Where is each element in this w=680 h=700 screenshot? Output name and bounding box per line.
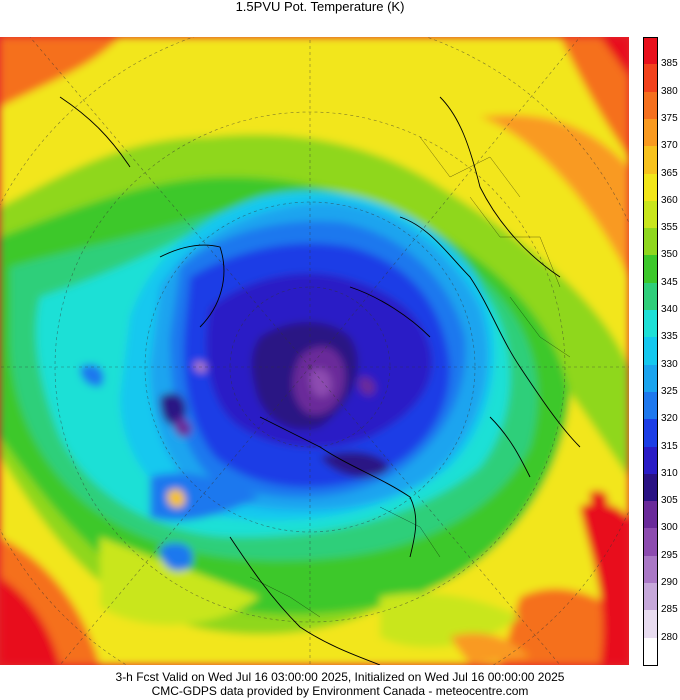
colorbar-cell <box>643 501 657 529</box>
colorbar-cell <box>643 473 657 502</box>
colorbar-cell <box>643 310 657 338</box>
colorbar-tick-label: 340 <box>661 304 678 316</box>
colorbar-tick-label: 370 <box>661 140 678 152</box>
colorbar-cell <box>643 555 657 584</box>
colorbar-tick-label: 285 <box>661 604 678 616</box>
colorbar-tick-label: 315 <box>661 440 678 452</box>
colorbar-cell <box>643 528 657 557</box>
colorbar-tick-label: 295 <box>661 549 678 561</box>
colorbar-tick-label: 365 <box>661 167 678 179</box>
colorbar-tick-label: 280 <box>661 631 678 643</box>
data-credit-text: CMC-GDPS data provided by Environment Ca… <box>151 684 529 698</box>
colorbar-cell <box>643 610 657 639</box>
colorbar-tick-label: 385 <box>661 58 678 70</box>
colorbar-tick-label: 380 <box>661 85 678 97</box>
colorbar-cell <box>643 637 657 666</box>
colorbar-tick-label: 310 <box>661 467 678 479</box>
colorbar-tick-label: 300 <box>661 522 678 534</box>
colorbar-cell <box>643 446 657 475</box>
colorbar-tick-label: 360 <box>661 194 678 206</box>
colorbar-tick-label: 355 <box>661 222 678 234</box>
colorbar-cell <box>643 337 657 366</box>
colorbar-cell <box>643 391 657 420</box>
colorbar-cell <box>643 419 657 448</box>
colorbar-cell <box>643 118 657 147</box>
colorbar-tick-label: 290 <box>661 577 678 589</box>
colorbar-tick-label: 350 <box>661 249 678 261</box>
colorbar-tick-label: 335 <box>661 331 678 343</box>
potential-temperature-map <box>0 37 629 665</box>
colorbar-tick-label: 375 <box>661 112 678 124</box>
colorbar-cell <box>643 64 657 93</box>
colorbar-tick-label: 345 <box>661 276 678 288</box>
colorbar <box>643 37 657 666</box>
map-title: 1.5PVU Pot. Temperature (K) <box>235 0 405 14</box>
colorbar-cell <box>643 173 657 202</box>
colorbar-cell <box>643 228 657 256</box>
colorbar-cell <box>643 37 657 65</box>
colorbar-cell <box>643 146 657 174</box>
colorbar-tick-label: 330 <box>661 358 678 370</box>
colorbar-tick-label: 325 <box>661 385 678 397</box>
colorbar-cell <box>643 200 657 229</box>
forecast-valid-text: 3-h Fcst Valid on Wed Jul 16 03:00:00 20… <box>115 670 565 684</box>
colorbar-cell <box>643 364 657 393</box>
colorbar-tick-label: 305 <box>661 495 678 507</box>
colorbar-cell <box>643 583 657 611</box>
colorbar-cell <box>643 255 657 284</box>
colorbar-cell <box>643 91 657 120</box>
colorbar-cell <box>643 282 657 311</box>
colorbar-tick-label: 320 <box>661 413 678 425</box>
map-field <box>0 37 629 665</box>
